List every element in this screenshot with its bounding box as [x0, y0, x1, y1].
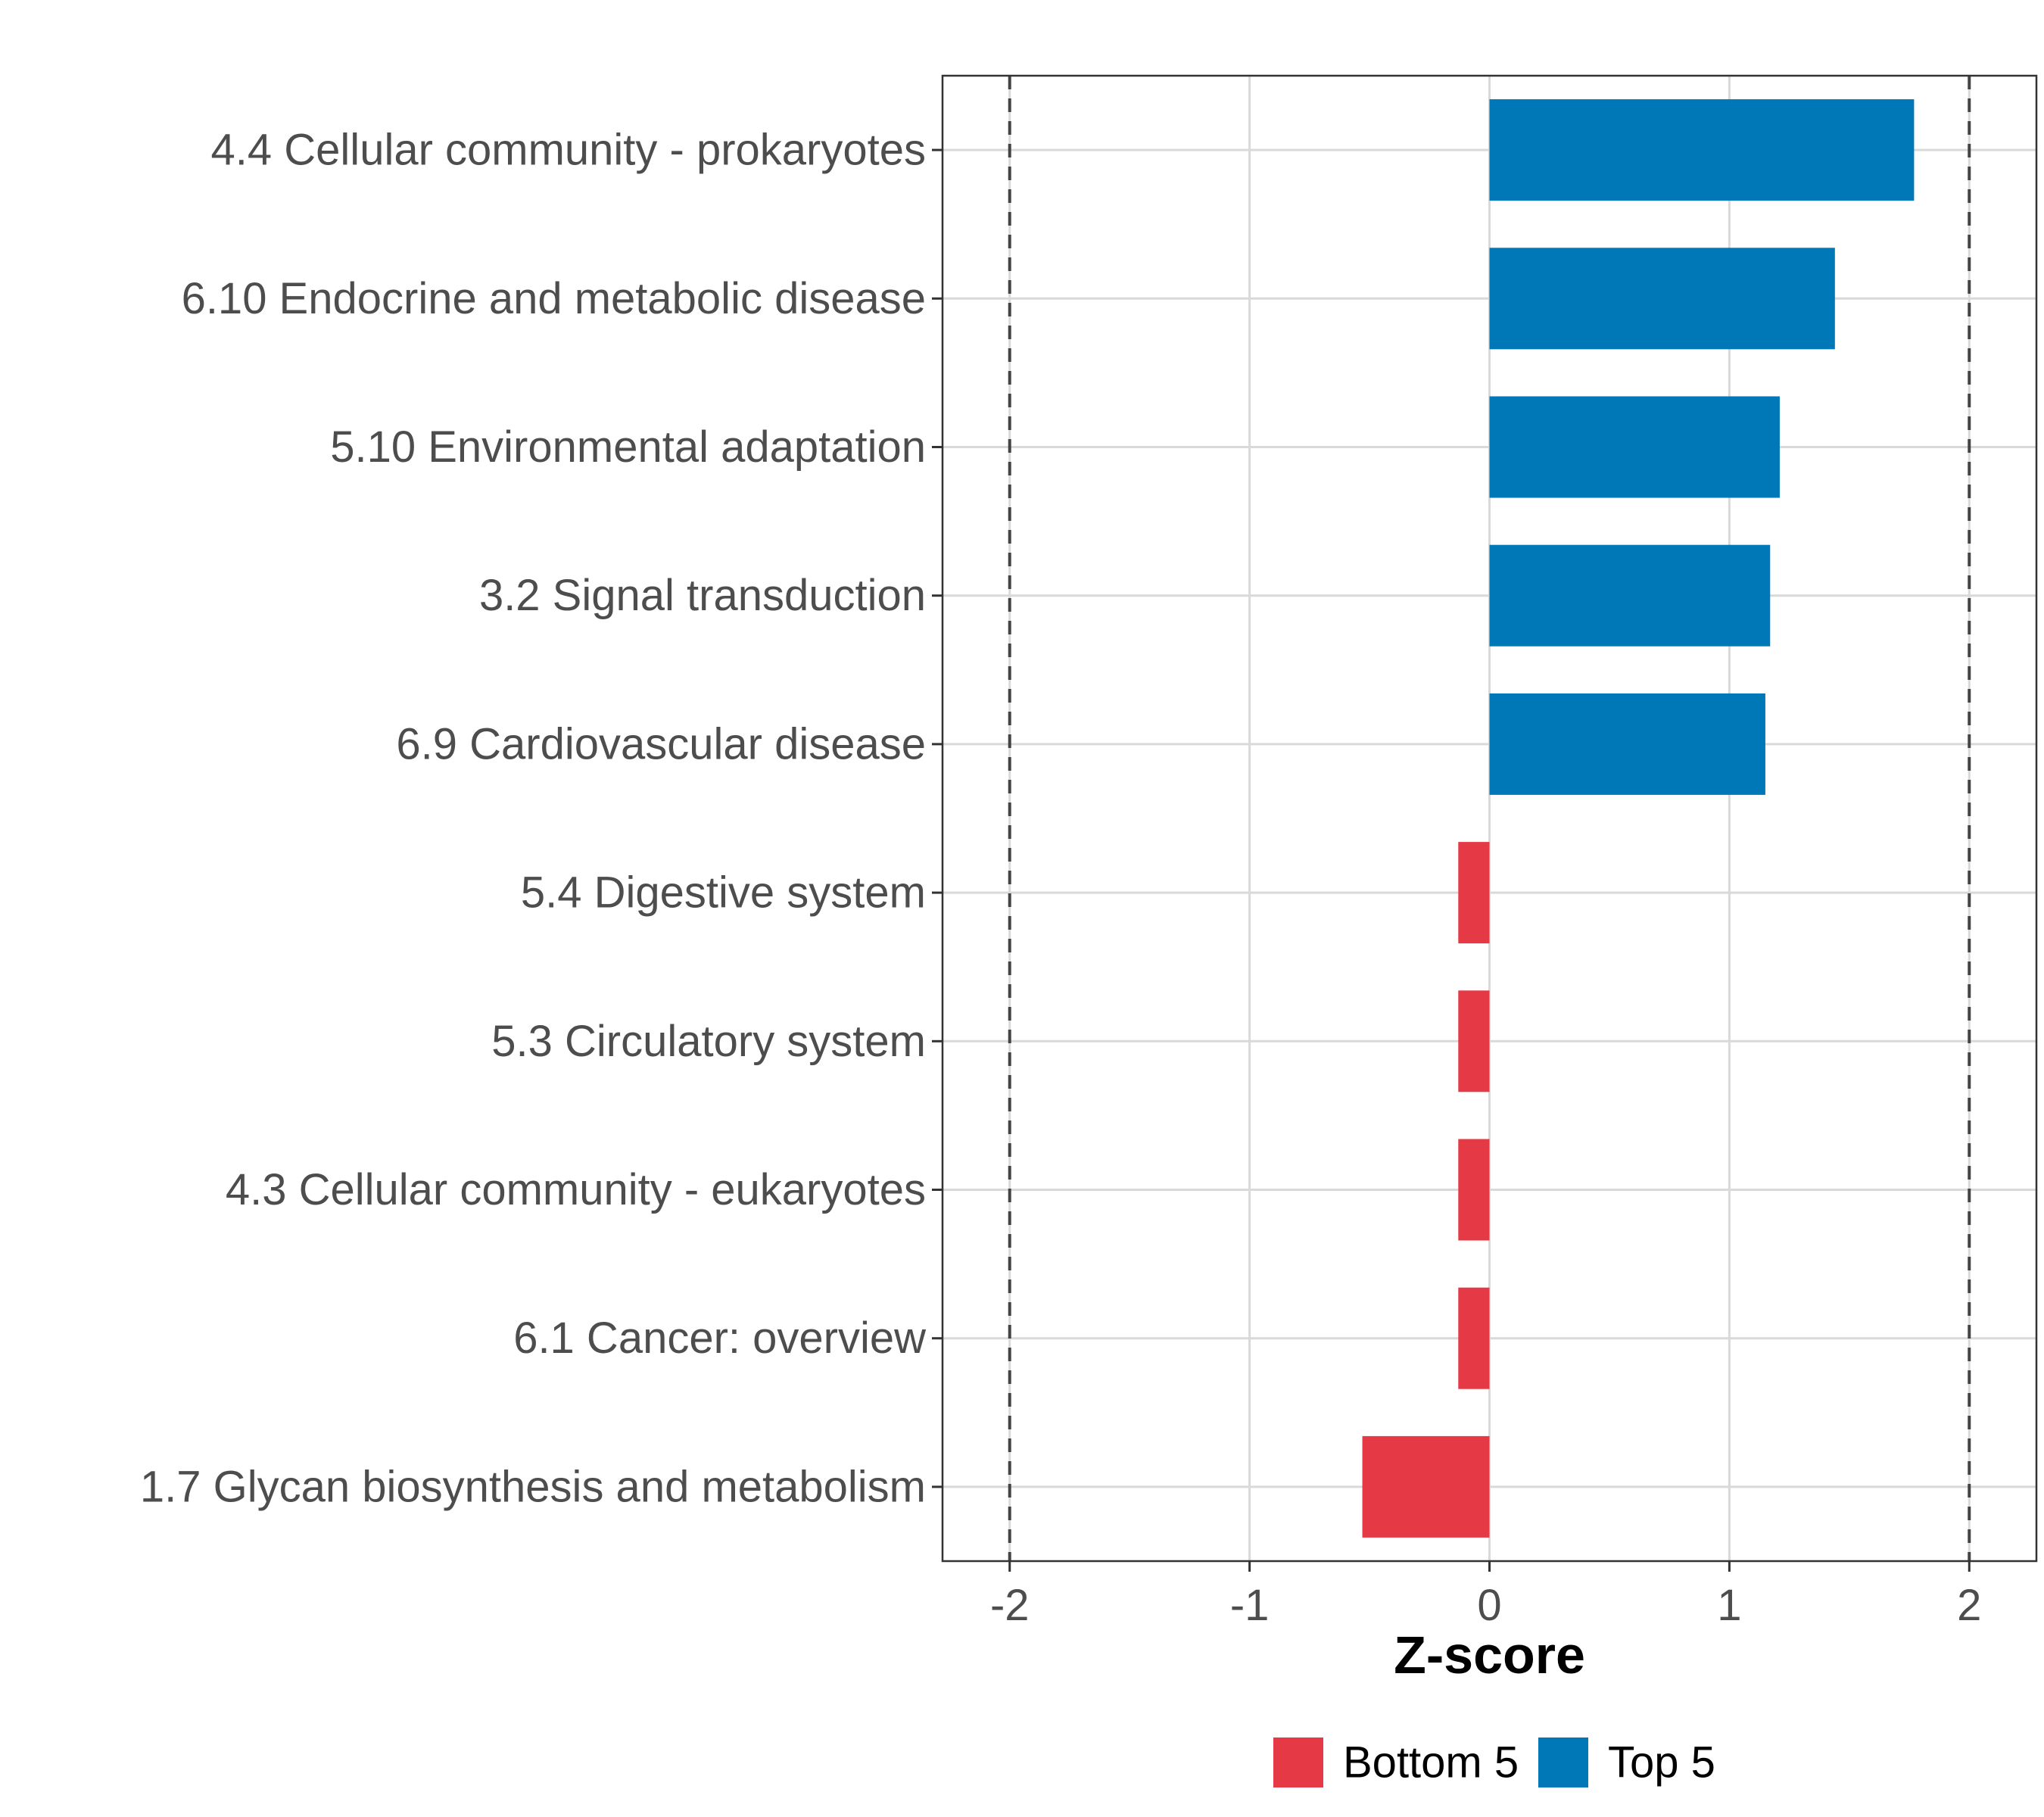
bar [1489, 99, 1915, 201]
bar [1489, 396, 1780, 498]
y-tick-label: 6.1 Cancer: overview [513, 1314, 927, 1363]
x-tick-label: 2 [1957, 1581, 1981, 1630]
y-tick-label: 4.3 Cellular community - eukaryotes [226, 1165, 926, 1214]
y-tick-label: 3.2 Signal transduction [479, 571, 926, 620]
legend-label: Top 5 [1608, 1738, 1715, 1787]
bar [1489, 544, 1771, 647]
bar [1458, 842, 1490, 944]
bar [1489, 693, 1765, 795]
x-tick-label: 1 [1717, 1581, 1741, 1630]
y-tick-label: 4.4 Cellular community - prokaryotes [211, 126, 926, 175]
x-tick-label: -2 [990, 1581, 1030, 1630]
legend: Bottom 5 Top 5 [1273, 1738, 1715, 1787]
y-tick-label: 6.9 Cardiovascular disease [396, 719, 926, 768]
y-tick-label: 1.7 Glycan biosynthesis and metabolism [140, 1462, 926, 1511]
bar [1362, 1435, 1490, 1538]
bar [1458, 1287, 1490, 1389]
bar [1458, 990, 1490, 1092]
bars [1362, 99, 1915, 1538]
bar [1458, 1139, 1490, 1241]
legend-swatch [1538, 1738, 1588, 1787]
y-axis: 4.4 Cellular community - prokaryotes 6.10… [140, 126, 943, 1511]
legend-swatch [1273, 1738, 1323, 1787]
y-tick-label: 5.4 Digestive system [521, 868, 926, 918]
x-axis: -2 -1 0 1 2 [990, 1561, 1981, 1630]
x-axis-title: Z-score [1394, 1625, 1585, 1685]
x-tick-label: 0 [1477, 1581, 1501, 1630]
y-tick-label: 5.10 Environmental adaptation [330, 422, 926, 472]
bar [1489, 248, 1835, 350]
y-tick-label: 6.10 Endocrine and metabolic disease [182, 274, 926, 323]
x-tick-label: -1 [1230, 1581, 1270, 1630]
y-tick-label: 5.3 Circulatory system [491, 1017, 926, 1066]
legend-label: Bottom 5 [1343, 1738, 1519, 1787]
reference-lines [1008, 76, 1971, 1561]
